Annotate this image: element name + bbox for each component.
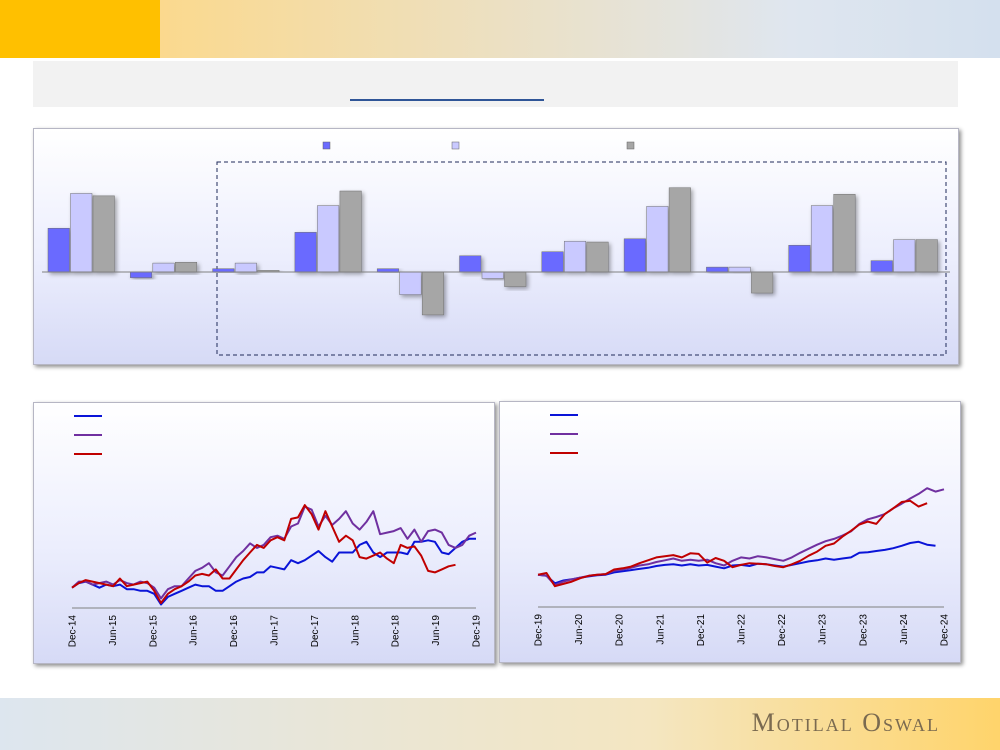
bar-series-3-group-7 — [586, 241, 609, 273]
line-series-3 — [537, 499, 928, 588]
bar-series-1-group-6 — [459, 255, 482, 273]
bar-series-3-group-9 — [751, 271, 774, 294]
legend-marker-1 — [322, 141, 331, 150]
bar-series-2-group-11 — [893, 239, 916, 273]
bar-series-1-group-7 — [541, 251, 564, 273]
x-tick-label: Dec-16 — [229, 615, 240, 648]
legend-marker-3 — [626, 141, 635, 150]
footer-band: Motilal Oswal — [0, 698, 1000, 750]
x-tick-label: Jun-22 — [737, 614, 748, 645]
title-underline — [350, 99, 544, 101]
bar-series-3-group-6 — [504, 271, 527, 287]
bar-chart — [42, 141, 950, 356]
line-series-2 — [537, 487, 945, 587]
bar-series-2-group-8 — [646, 206, 669, 273]
bar-series-2-group-1 — [70, 193, 93, 273]
line-series-3 — [71, 504, 456, 604]
bar-series-3-group-11 — [915, 239, 938, 273]
x-tick-label: Dec-23 — [858, 614, 869, 647]
bar-series-3-group-10 — [833, 193, 856, 273]
x-tick-label: Jun-19 — [431, 615, 442, 646]
brand-logo: Motilal Oswal — [751, 708, 940, 737]
x-tick-label: Dec-20 — [615, 614, 626, 647]
x-tick-label: Dec-24 — [940, 614, 951, 647]
bar-series-1-group-10 — [788, 245, 811, 273]
bar-series-3-group-2 — [175, 262, 198, 273]
bar-series-1-group-8 — [623, 238, 646, 273]
bar-chart-panel — [33, 128, 959, 365]
bar-series-2-group-3 — [234, 262, 257, 273]
bar-series-2-group-10 — [810, 205, 833, 273]
x-tick-label: Jun-16 — [189, 615, 200, 646]
bar-series-1-group-11 — [870, 260, 893, 273]
x-tick-label: Jun-23 — [818, 614, 829, 645]
bar-series-3-group-8 — [668, 187, 691, 273]
x-tick-label: Jun-15 — [108, 615, 119, 646]
x-tick-label: Jun-17 — [270, 615, 281, 646]
bar-series-2-group-4 — [317, 205, 340, 273]
bar-series-3-group-5 — [421, 271, 444, 316]
highlight-region — [216, 161, 947, 356]
bar-series-1-group-4 — [294, 232, 317, 273]
line-chart-left-panel: Dec-14 Jun-15 Dec-15 Jun-16 Dec-16 Jun-17 Dec-… — [33, 402, 495, 664]
bar-series-2-group-5 — [399, 271, 422, 295]
x-tick-label: Dec-18 — [391, 615, 402, 648]
x-tick-label: Jun-18 — [350, 615, 361, 646]
bar-series-1-group-1 — [47, 228, 70, 273]
x-tick-label: Jun-24 — [899, 614, 910, 645]
line-chart-right-panel: Dec-19 Jun-20 Dec-20 Jun-21 Dec-21 Jun-22 Dec-… — [499, 401, 961, 663]
bar-series-2-group-7 — [564, 240, 587, 273]
line-chart-right: Dec-19 Jun-20 Dec-20 Jun-21 Dec-21 Jun-22 Dec-… — [534, 414, 951, 647]
line-series-1 — [537, 540, 936, 585]
x-tick-label: Dec-14 — [68, 615, 79, 648]
x-tick-label: Dec-22 — [777, 614, 788, 647]
header-accent — [0, 0, 160, 58]
bar-series-3-group-1 — [92, 195, 115, 273]
x-tick-label: Dec-19 — [534, 614, 545, 647]
x-tick-label: Dec-19 — [472, 615, 483, 648]
x-tick-label: Dec-17 — [310, 615, 321, 648]
x-tick-label: Jun-20 — [574, 614, 585, 645]
x-tick-label: Dec-15 — [148, 615, 159, 648]
bar-series-1-group-2 — [130, 271, 153, 278]
line-series-1 — [71, 537, 476, 606]
bar-series-1-group-9 — [706, 266, 729, 273]
bar-series-3-group-4 — [339, 190, 362, 273]
x-tick-label: Dec-21 — [696, 614, 707, 647]
line-series-2 — [71, 505, 477, 600]
line-chart-left: Dec-14 Jun-15 Dec-15 Jun-16 Dec-16 Jun-17 Dec-… — [68, 415, 483, 648]
bar-series-2-group-9 — [728, 266, 751, 273]
bar-series-2-group-2 — [152, 262, 175, 273]
bar-series-2-group-6 — [481, 271, 504, 279]
legend-marker-2 — [451, 141, 460, 150]
x-tick-label: Jun-21 — [655, 614, 666, 645]
header-band — [160, 0, 1000, 58]
